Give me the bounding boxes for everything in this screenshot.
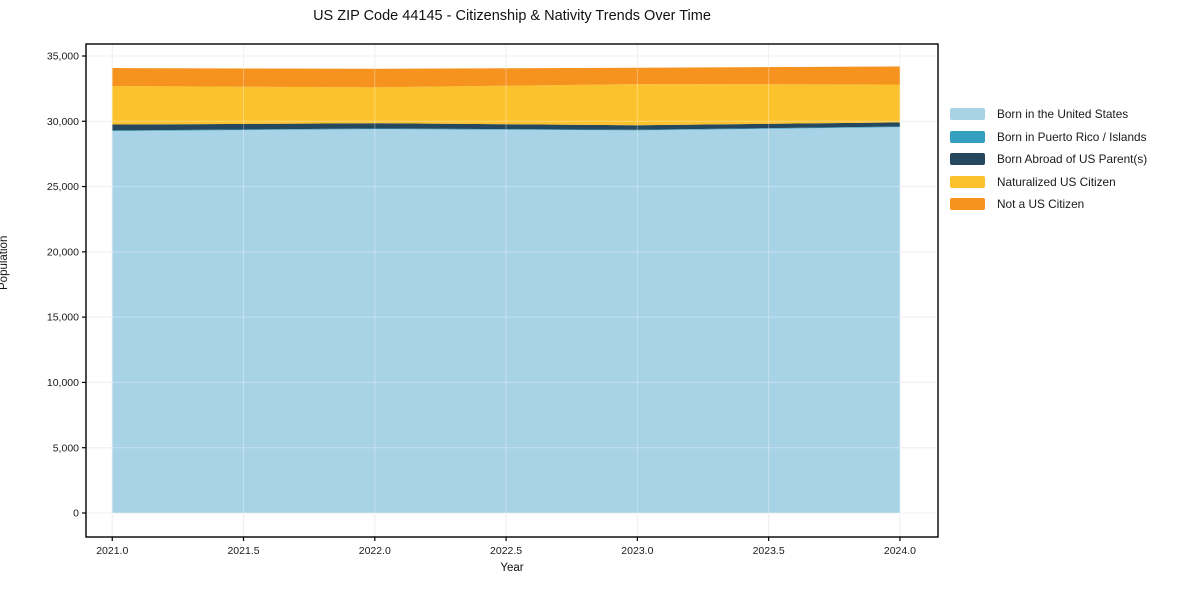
x-tick-label: 2022.0 — [359, 545, 391, 557]
x-axis-label: Year — [500, 562, 524, 574]
legend-swatch — [950, 130, 985, 143]
x-tick-label: 2021.5 — [227, 545, 259, 557]
y-tick-label: 5,000 — [53, 442, 79, 454]
legend-item: Naturalized US Citizen — [950, 171, 1147, 194]
y-tick-label: 30,000 — [47, 116, 79, 128]
x-ticks: 2021.0 2021.5 2022.0 2022.5 2023.0 2023.5 2024… — [96, 537, 916, 557]
y-tick-label: 15,000 — [47, 312, 79, 324]
x-tick-label: 2023.5 — [753, 545, 785, 557]
area-series-3 — [112, 84, 900, 126]
area-series-4 — [112, 66, 900, 88]
legend-label: Born in the United States — [997, 107, 1129, 122]
gridlines-over — [86, 44, 938, 537]
x-tick-label: 2022.5 — [490, 545, 522, 557]
y-ticks: 0 5,000 10,000 15,000 20,000 25,000 30,000 35,0… — [47, 51, 86, 520]
x-tick-label: 2023.0 — [621, 545, 653, 557]
legend-swatch — [950, 153, 985, 166]
x-tick-label: 2024.0 — [884, 545, 916, 557]
legend-label: Born Abroad of US Parent(s) — [997, 152, 1148, 167]
chart-title: US ZIP Code 44145 - Citizenship & Nativi… — [313, 8, 711, 24]
y-tick-label: 25,000 — [47, 181, 79, 193]
legend: Born in the United States Born in Puerto … — [950, 103, 1147, 216]
legend-item: Born in the United States — [950, 103, 1147, 126]
y-tick-label: 10,000 — [47, 377, 79, 389]
y-tick-label: 0 — [73, 508, 79, 520]
x-tick-label: 2021.0 — [96, 545, 128, 557]
legend-swatch — [950, 108, 985, 121]
area-series-0 — [112, 127, 900, 513]
area-series-2 — [112, 122, 900, 131]
legend-item: Not a US Citizen — [950, 193, 1147, 216]
legend-swatch — [950, 175, 985, 188]
legend-item: Born Abroad of US Parent(s) — [950, 148, 1147, 171]
y-tick-label: 35,000 — [47, 51, 79, 63]
legend-label: Born in Puerto Rico / Islands — [997, 129, 1147, 144]
legend-label: Not a US Citizen — [997, 197, 1085, 212]
plot-frame — [85, 43, 939, 538]
legend-swatch — [950, 198, 985, 211]
area-series-1 — [112, 126, 900, 132]
legend-label: Naturalized US Citizen — [997, 174, 1116, 189]
legend-item: Born in Puerto Rico / Islands — [950, 126, 1147, 149]
y-tick-label: 20,000 — [47, 246, 79, 258]
